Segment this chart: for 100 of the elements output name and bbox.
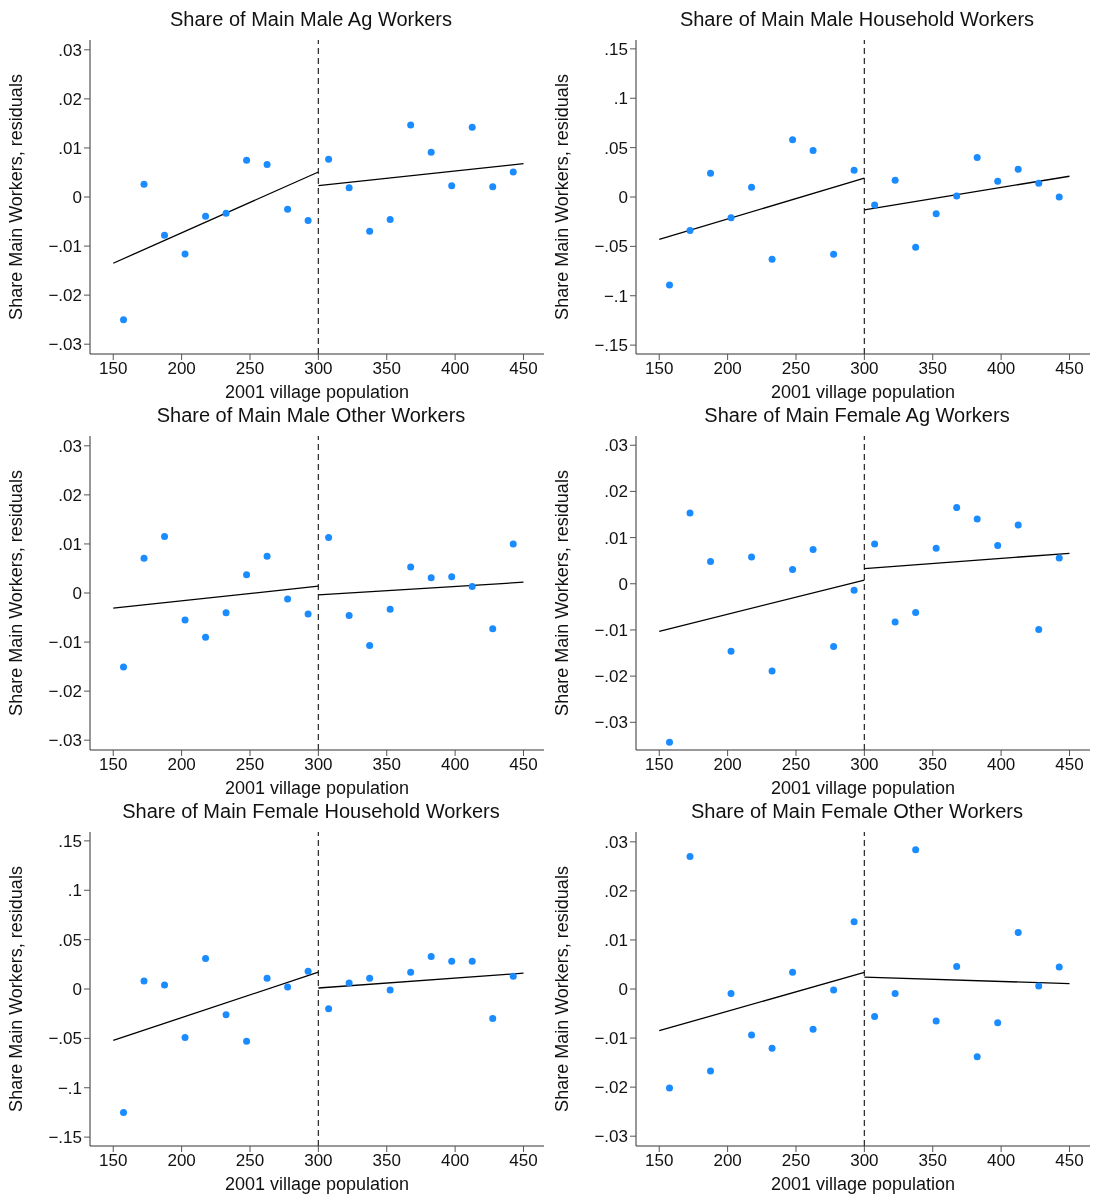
point: [707, 558, 715, 566]
point: [243, 156, 251, 164]
x-tick-label: 250: [235, 359, 265, 379]
x-tick-label: 400: [986, 1151, 1016, 1171]
point: [871, 1012, 879, 1020]
point: [891, 989, 899, 997]
x-tick-label: 300: [304, 1151, 333, 1171]
chart-title: Share of Main Male Household Workers: [678, 8, 1036, 32]
x-tick-label: 300: [850, 1151, 879, 1171]
x-axis-title: 2001 village population: [770, 382, 956, 402]
y-tick-label: −.1: [603, 286, 628, 306]
point: [1014, 521, 1022, 529]
y-tick-label: .02: [604, 881, 628, 901]
x-tick-label: 300: [304, 359, 333, 379]
y-tick-label: −.15: [48, 1128, 82, 1148]
point: [120, 663, 127, 671]
y-axis-title: Share Main Workers, residuals: [6, 866, 27, 1112]
x-tick-label: 200: [713, 755, 742, 775]
point: [727, 214, 735, 222]
point: [345, 979, 353, 987]
point: [686, 227, 694, 235]
point: [509, 972, 517, 980]
point: [953, 192, 961, 200]
x-tick-label: 150: [645, 359, 674, 379]
point: [263, 974, 271, 982]
x-tick-label: 200: [167, 755, 196, 775]
point: [427, 574, 435, 582]
point: [789, 136, 797, 144]
y-tick-label: −.02: [594, 1078, 628, 1098]
y-tick-label: −.03: [594, 1127, 628, 1147]
x-tick-label: 350: [918, 755, 947, 775]
point: [666, 738, 673, 746]
x-tick-label: 400: [440, 359, 470, 379]
point: [448, 182, 456, 190]
y-tick-label: −.01: [594, 620, 628, 640]
point: [120, 1108, 127, 1116]
x-tick-label: 200: [713, 359, 742, 379]
x-tick-label: 200: [167, 1151, 196, 1171]
point: [727, 989, 735, 997]
point: [181, 1033, 189, 1041]
x-axis-title: 2001 village population: [770, 1174, 956, 1194]
point: [140, 977, 148, 985]
point: [1055, 193, 1063, 201]
y-axis-title: Share Main Workers, residuals: [552, 866, 573, 1112]
point: [448, 957, 456, 965]
x-tick-label: 400: [986, 359, 1016, 379]
point: [727, 647, 735, 655]
point: [932, 544, 940, 552]
point: [707, 1067, 715, 1075]
y-tick-label: 0: [72, 188, 82, 208]
y-tick-label: .01: [604, 930, 628, 950]
point: [509, 168, 517, 176]
chart-title: Share of Main Male Other Workers: [155, 404, 467, 428]
point: [789, 968, 797, 976]
y-tick-label: .05: [604, 138, 628, 158]
x-tick-label: 300: [304, 755, 333, 775]
point: [1055, 554, 1063, 562]
y-tick-label: −.15: [594, 336, 628, 356]
point: [809, 1025, 817, 1033]
x-tick-label: 150: [99, 1151, 128, 1171]
y-tick-label: .01: [58, 138, 82, 158]
x-tick-label: 400: [440, 1151, 470, 1171]
chart-title: Share of Main Female Other Workers: [690, 800, 1024, 824]
y-tick-label: −.05: [48, 1029, 82, 1049]
point: [140, 554, 148, 562]
x-tick-label: 350: [918, 359, 947, 379]
x-tick-label: 400: [440, 755, 470, 775]
point: [161, 231, 169, 239]
point: [366, 227, 374, 235]
point: [366, 974, 374, 982]
x-tick-label: 200: [167, 359, 196, 379]
point: [850, 166, 858, 174]
y-axis-title: Share Main Workers, residuals: [552, 470, 573, 716]
point: [1014, 929, 1022, 937]
point: [140, 180, 148, 188]
x-tick-label: 150: [99, 359, 128, 379]
point: [366, 642, 374, 649]
y-tick-label: .03: [604, 436, 628, 456]
point: [243, 1037, 251, 1045]
point: [489, 625, 497, 633]
x-axis-title: 2001 village population: [224, 778, 410, 798]
point: [304, 217, 312, 225]
point: [345, 612, 353, 620]
y-tick-label: −.01: [48, 237, 82, 257]
point: [161, 981, 169, 989]
x-tick-label: 250: [781, 755, 811, 775]
point: [1035, 625, 1043, 633]
point: [994, 1019, 1002, 1027]
point: [263, 161, 271, 169]
x-tick-label: 200: [713, 1151, 742, 1171]
x-tick-label: 150: [99, 755, 128, 775]
point: [386, 216, 394, 224]
y-tick-label: −.02: [48, 286, 82, 306]
y-tick-label: 0: [72, 980, 82, 1000]
point: [953, 962, 961, 970]
y-tick-label: −.01: [594, 1029, 628, 1049]
y-axis-title: Share Main Workers, residuals: [6, 470, 27, 716]
point: [891, 618, 899, 626]
point: [386, 605, 394, 613]
x-tick-label: 350: [372, 359, 401, 379]
